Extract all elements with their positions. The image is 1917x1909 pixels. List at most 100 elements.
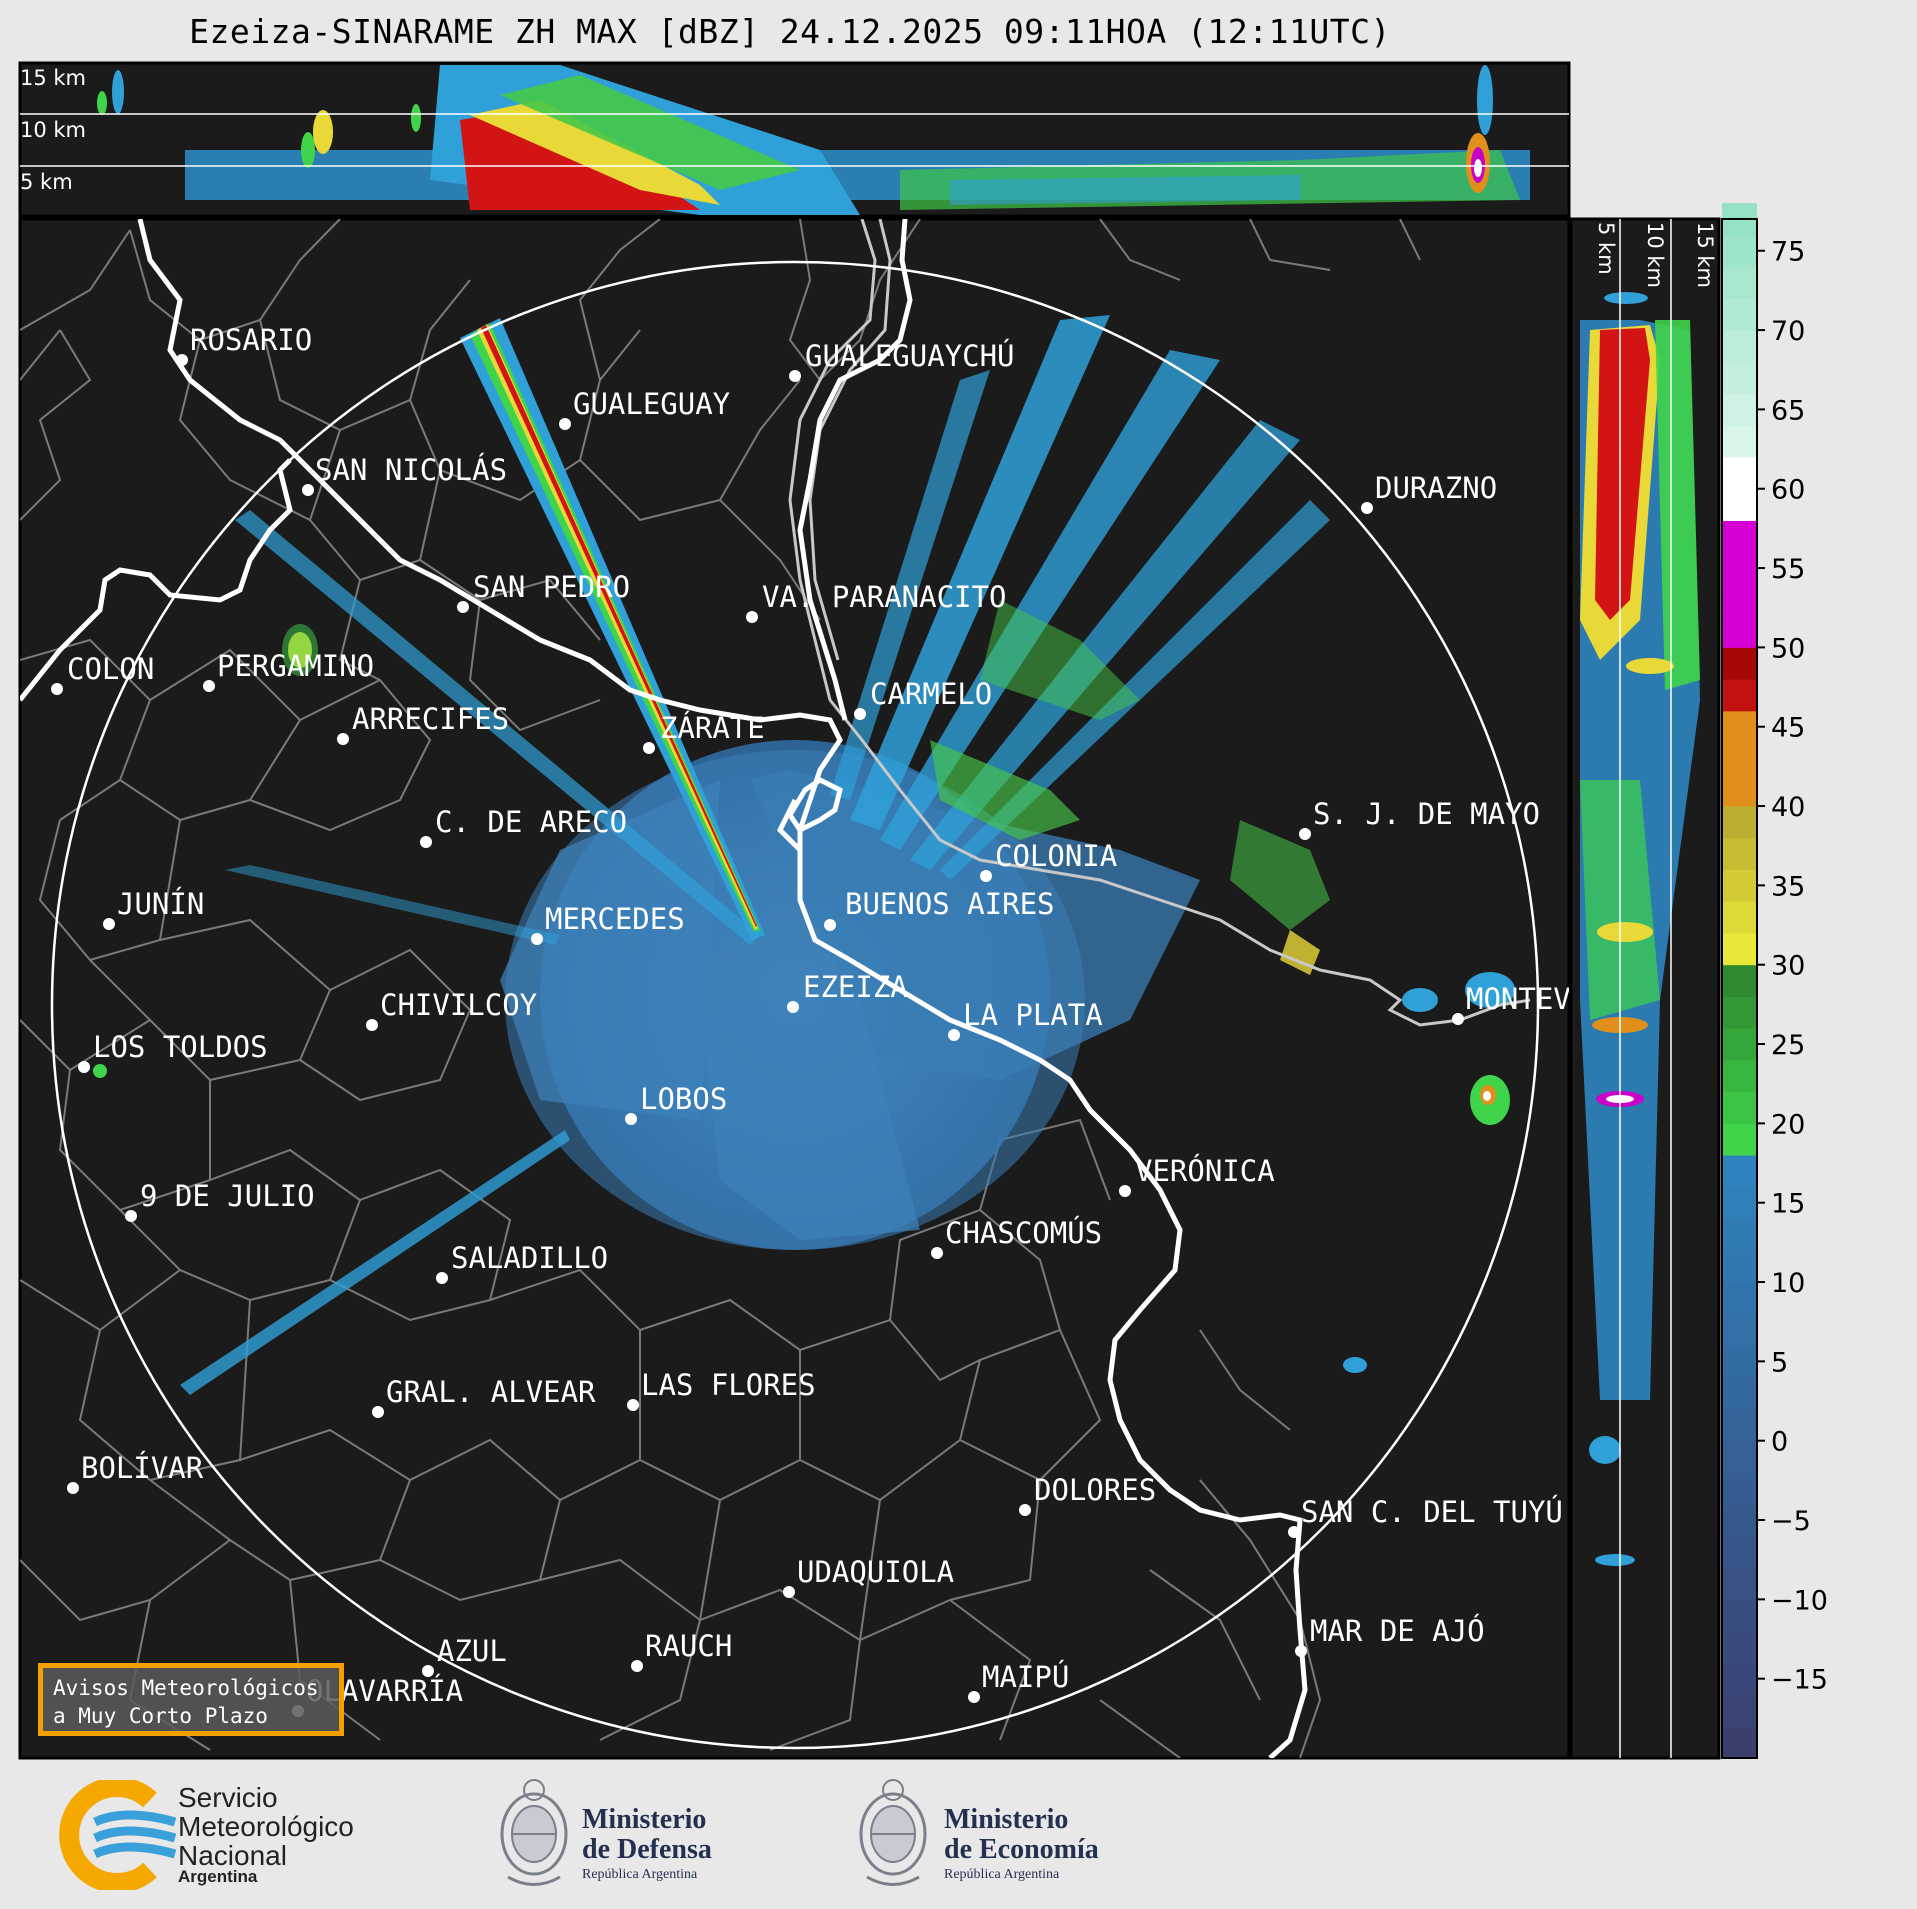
colorbar-tick-label: 50 <box>1771 633 1805 664</box>
city-label-arrecifes: ARRECIFES <box>352 702 509 736</box>
economia-line2: de Economía <box>944 1834 1099 1865</box>
colorbar-tick-label: −15 <box>1771 1665 1828 1696</box>
defensa-sub: República Argentina <box>582 1867 698 1882</box>
city-label-durazno: DURAZNO <box>1375 471 1497 505</box>
chart-title: Ezeiza-SINARAME ZH MAX [dBZ] 24.12.2025 … <box>189 12 1391 51</box>
city-label-carmelo: CARMELO <box>870 677 992 711</box>
colorbar-swatch <box>1722 425 1757 458</box>
city-labels: ROSARIO GUALEGUAYCHÚ GUALEGUAY SAN NICOL… <box>67 323 1569 1708</box>
colorbar-tick-label: 60 <box>1771 475 1805 506</box>
top-height-label-15: 15 km <box>20 66 86 90</box>
city-label-s-j-de-mayo: S. J. DE MAYO <box>1313 797 1540 831</box>
colorbar-swatch <box>1722 679 1757 712</box>
colorbar-swatch <box>1722 298 1757 331</box>
side-vertical-section: 5 km 10 km 15 km <box>1569 217 1721 1760</box>
defensa-line1: Ministerio <box>582 1804 707 1835</box>
city-label-mercedes: MERCEDES <box>545 902 685 936</box>
colorbar-tick-label: −10 <box>1771 1585 1828 1616</box>
coastline <box>788 219 1531 1027</box>
colorbar-tick-label: 65 <box>1771 395 1805 426</box>
colorbar-swatch <box>1722 996 1757 1029</box>
city-label-va-paranacito: VA. PARANACITO <box>762 580 1006 614</box>
colorbar-tick-label: 10 <box>1771 1268 1805 1299</box>
city-label-la-plata: LA PLATA <box>963 998 1103 1032</box>
defensa-logo: Ministerio de Defensa República Argentin… <box>582 1805 712 1883</box>
colorbar-swatch <box>1722 932 1757 966</box>
colorbar-tick-label: 20 <box>1771 1109 1805 1140</box>
top-height-label-5: 5 km <box>20 170 73 194</box>
colorbar-swatch <box>1722 456 1757 490</box>
colorbar-swatch <box>1722 1155 1757 1188</box>
colorbar-tick-label: 5 <box>1771 1347 1788 1378</box>
colorbar-swatch <box>1722 806 1757 839</box>
city-label-san-pedro: SAN PEDRO <box>473 570 630 604</box>
city-label-san-nicolas: SAN NICOLÁS <box>315 453 507 487</box>
colorbar-swatch <box>1722 234 1757 268</box>
colorbar-tick-label: 0 <box>1771 1427 1788 1458</box>
city-label-pergamino: PERGAMINO <box>217 649 374 683</box>
colorbar-swatch <box>1722 1028 1757 1061</box>
colorbar-swatch <box>1722 1123 1757 1156</box>
colorbar-tick-label: −5 <box>1771 1506 1811 1537</box>
aviso-badge[interactable]: Avisos Meteorológicos a Muy Corto Plazo <box>38 1663 344 1736</box>
defensa-line2: de Defensa <box>582 1834 712 1865</box>
colorbar-swatch <box>1722 1726 1757 1759</box>
colorbar-swatch <box>1722 1694 1757 1727</box>
colorbar-swatch <box>1722 1282 1757 1315</box>
colorbar-tick-label: 40 <box>1771 792 1805 823</box>
colorbar-swatch <box>1722 1631 1757 1664</box>
colorbar-swatch <box>1722 901 1757 934</box>
city-label-rauch: RAUCH <box>645 1629 732 1663</box>
colorbar-tick-label: 75 <box>1771 237 1805 268</box>
colorbar-swatch <box>1722 710 1757 744</box>
colorbar-swatch <box>1722 552 1757 585</box>
colorbar-swatch <box>1722 361 1757 395</box>
colorbar-swatch <box>1722 1662 1757 1696</box>
smn-name: Servicio Meteorológico Nacional <box>178 1783 354 1870</box>
city-label-san-c-del-tuyu: SAN C. DEL TUYÚ <box>1301 1495 1563 1529</box>
colorbar-tick-label: 35 <box>1771 871 1805 902</box>
colorbar-swatch <box>1722 520 1757 553</box>
colorbar-swatch <box>1722 615 1757 648</box>
city-label-ezeiza: EZEIZA <box>803 970 908 1004</box>
city-label-las-flores: LAS FLORES <box>641 1368 816 1402</box>
colorbar-swatch <box>1722 1535 1757 1569</box>
economia-sub: República Argentina <box>944 1867 1060 1882</box>
city-label-colonia: COLONIA <box>995 839 1117 873</box>
city-label-azul: AZUL <box>437 1634 507 1668</box>
defensa-coat-of-arms-icon <box>500 1779 568 1886</box>
range-ring <box>50 260 1540 1750</box>
colorbar-swatch <box>1722 1313 1757 1346</box>
colorbar-swatch <box>1722 837 1757 871</box>
colorbar-tick-label: 25 <box>1771 1030 1805 1061</box>
top-vertical-section: 15 km 10 km 5 km <box>18 61 1571 218</box>
colorbar-swatch <box>1722 583 1757 617</box>
colorbar-swatch <box>1722 330 1757 363</box>
economia-logo: Ministerio de Economía República Argenti… <box>944 1805 1099 1883</box>
colorbar-swatches <box>1722 203 1757 1759</box>
colorbar-tick-label: 30 <box>1771 951 1805 982</box>
colorbar-swatch <box>1722 647 1757 680</box>
colorbar-swatch <box>1722 1504 1757 1537</box>
colorbar-swatch <box>1722 1472 1757 1505</box>
smn-logo-icon <box>59 1780 177 1890</box>
colorbar-swatch <box>1722 869 1757 902</box>
city-label-bolivar: BOLÍVAR <box>81 1451 204 1485</box>
city-label-c-de-areco: C. DE ARECO <box>435 805 627 839</box>
city-label-maipu: MAIPÚ <box>982 1660 1069 1694</box>
colorbar-swatch <box>1722 1250 1757 1283</box>
colorbar-swatch <box>1722 964 1757 997</box>
colorbar-swatch <box>1722 266 1757 299</box>
city-label-udaquiola: UDAQUIOLA <box>797 1555 954 1589</box>
economia-line1: Ministerio <box>944 1804 1069 1835</box>
city-label-junin: JUNÍN <box>117 887 204 921</box>
smn-name-line1: Servicio <box>178 1782 278 1813</box>
city-label-lobos: LOBOS <box>640 1082 727 1116</box>
side-height-label-5: 5 km <box>1594 222 1618 275</box>
aviso-line1: Avisos Meteorológicos <box>53 1676 319 1700</box>
economia-coat-of-arms-icon <box>859 1779 927 1886</box>
city-label-buenos-aires: BUENOS AIRES <box>845 887 1055 921</box>
colorbar-swatch <box>1722 774 1757 807</box>
colorbar-tick-label: 15 <box>1771 1189 1805 1220</box>
